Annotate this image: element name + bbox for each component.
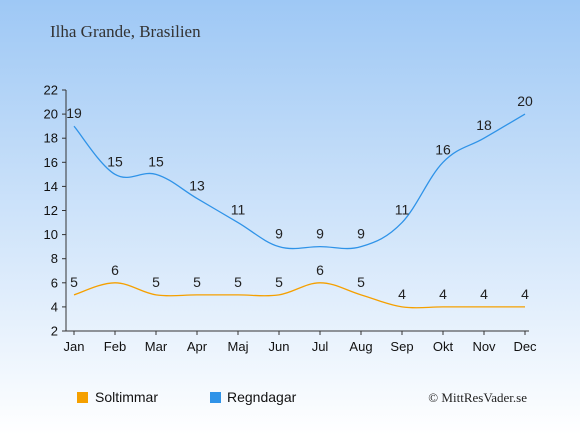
x-tick-label: Okt bbox=[433, 339, 454, 354]
y-tick-label: 2 bbox=[51, 324, 58, 339]
data-label-1: 16 bbox=[435, 141, 451, 157]
data-label-1: 20 bbox=[517, 93, 533, 109]
y-tick-label: 16 bbox=[44, 155, 58, 170]
data-label-1: 9 bbox=[275, 226, 283, 242]
x-tick-label: Apr bbox=[187, 339, 208, 354]
series-line-0 bbox=[73, 282, 525, 309]
data-label-0: 4 bbox=[521, 286, 529, 302]
legend-swatch-sun bbox=[77, 392, 88, 403]
x-tick-label: Jul bbox=[312, 339, 329, 354]
series-lines bbox=[73, 113, 526, 309]
data-label-1: 18 bbox=[476, 117, 492, 133]
legend: Soltimmar Regndagar bbox=[77, 389, 297, 405]
data-label-0: 5 bbox=[275, 274, 283, 290]
copyright-text: © MittResVader.se bbox=[428, 390, 527, 405]
data-label-0: 4 bbox=[398, 286, 406, 302]
legend-label-sun: Soltimmar bbox=[95, 389, 158, 405]
data-label-0: 6 bbox=[111, 262, 119, 278]
data-label-1: 11 bbox=[231, 202, 246, 218]
data-label-1: 19 bbox=[66, 105, 82, 121]
x-tick-label: Jun bbox=[269, 339, 290, 354]
x-tick-label: Nov bbox=[472, 339, 496, 354]
data-label-1: 13 bbox=[189, 177, 205, 193]
y-tick-label: 10 bbox=[44, 227, 58, 242]
x-tick-label: Maj bbox=[228, 339, 249, 354]
data-label-1: 9 bbox=[357, 226, 365, 242]
data-label-0: 5 bbox=[152, 274, 160, 290]
legend-label-rain: Regndagar bbox=[227, 389, 297, 405]
y-tick-label: 20 bbox=[44, 107, 58, 122]
data-label-0: 5 bbox=[234, 274, 242, 290]
x-tick-label: Jan bbox=[64, 339, 85, 354]
y-tick-label: 22 bbox=[44, 83, 58, 98]
data-label-0: 5 bbox=[193, 274, 201, 290]
y-tick-label: 4 bbox=[51, 299, 58, 314]
data-label-0: 5 bbox=[357, 274, 365, 290]
data-label-1: 15 bbox=[107, 153, 123, 169]
y-tick-label: 6 bbox=[51, 275, 58, 290]
legend-swatch-rain bbox=[210, 392, 221, 403]
series-line-1 bbox=[73, 113, 526, 250]
data-label-0: 4 bbox=[480, 286, 488, 302]
data-label-1: 9 bbox=[316, 226, 324, 242]
y-tick-label: 18 bbox=[44, 131, 58, 146]
data-label-0: 5 bbox=[70, 274, 78, 290]
data-labels: 5 6 5 5 5 5 6 5 4 4 4 4 19 15 15 13 11 9 9 9 11 16 18 20 bbox=[66, 93, 533, 302]
x-tick-label: Dec bbox=[513, 339, 537, 354]
data-label-1: 11 bbox=[395, 202, 410, 218]
y-tick-label: 12 bbox=[44, 203, 58, 218]
data-label-1: 15 bbox=[148, 153, 164, 169]
data-label-0: 6 bbox=[316, 262, 324, 278]
x-tick-label: Sep bbox=[390, 339, 413, 354]
x-tick-label: Aug bbox=[349, 339, 372, 354]
y-tick-label: 8 bbox=[51, 251, 58, 266]
axes: 2 4 6 8 10 12 14 16 18 20 22 Jan Feb Mar Apr Maj Jun Jul A… bbox=[44, 83, 538, 355]
y-tick-label: 14 bbox=[44, 179, 58, 194]
data-label-0: 4 bbox=[439, 286, 447, 302]
x-tick-label: Feb bbox=[104, 339, 126, 354]
x-tick-label: Mar bbox=[145, 339, 168, 354]
chart-title: Ilha Grande, Brasilien bbox=[50, 22, 201, 41]
